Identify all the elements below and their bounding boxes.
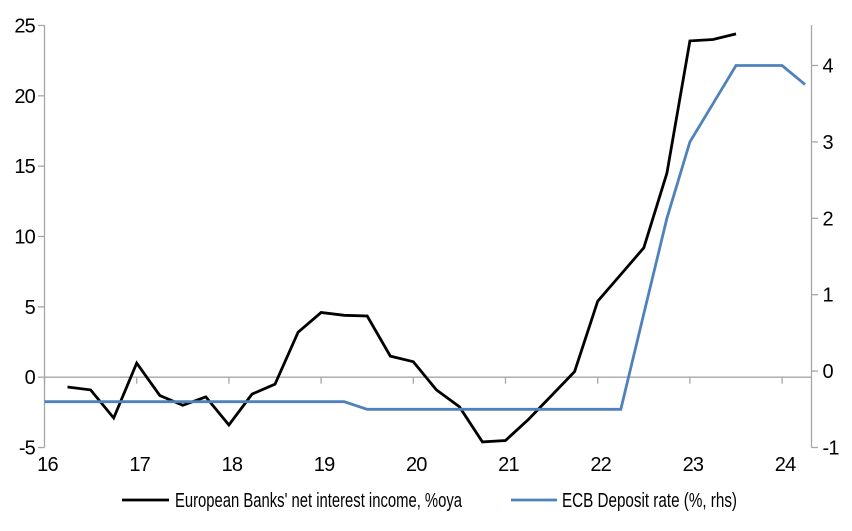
left-axis-tick-label: 10 (14, 227, 35, 249)
legend-label-nii: European Banks' net interest income, %oy… (175, 490, 463, 512)
x-axis-tick-label: 16 (37, 454, 58, 476)
x-axis-tick-label: 21 (498, 454, 519, 476)
x-axis-tick-label: 19 (314, 454, 335, 476)
right-axis-tick-label: 1 (823, 285, 834, 307)
axes-group (38, 24, 818, 449)
right-axis-tick-label: 0 (823, 361, 834, 383)
legend-label-deposit-rate: ECB Deposit rate (%, rhs) (562, 490, 737, 512)
x-axis-tick-label: 17 (129, 454, 150, 476)
deposit-rate-line (44, 64, 806, 411)
x-axis-tick-label: 23 (683, 454, 704, 476)
right-axis-tick-label: 3 (823, 132, 834, 154)
series-group (44, 32, 806, 444)
right-axis-tick-label: -1 (823, 438, 840, 460)
x-axis-tick-label: 24 (775, 454, 796, 476)
nii-line (67, 32, 737, 444)
x-axis-tick-label: 20 (406, 454, 427, 476)
left-axis-tick-label: 5 (25, 297, 36, 319)
left-axis-tick-label: -5 (19, 438, 36, 460)
x-axis-tick-label: 18 (222, 454, 243, 476)
left-axis-tick-label: 15 (14, 156, 35, 178)
chart-legend: European Banks' net interest income, %oy… (122, 490, 737, 512)
left-axis-tick-label: 25 (14, 15, 35, 37)
left-axis-tick-label: 20 (14, 86, 35, 108)
right-axis-tick-label: 2 (823, 208, 834, 230)
left-axis-tick-label: 0 (25, 367, 36, 389)
right-axis-tick-label: 4 (823, 56, 834, 78)
x-axis-tick-label: 22 (590, 454, 611, 476)
